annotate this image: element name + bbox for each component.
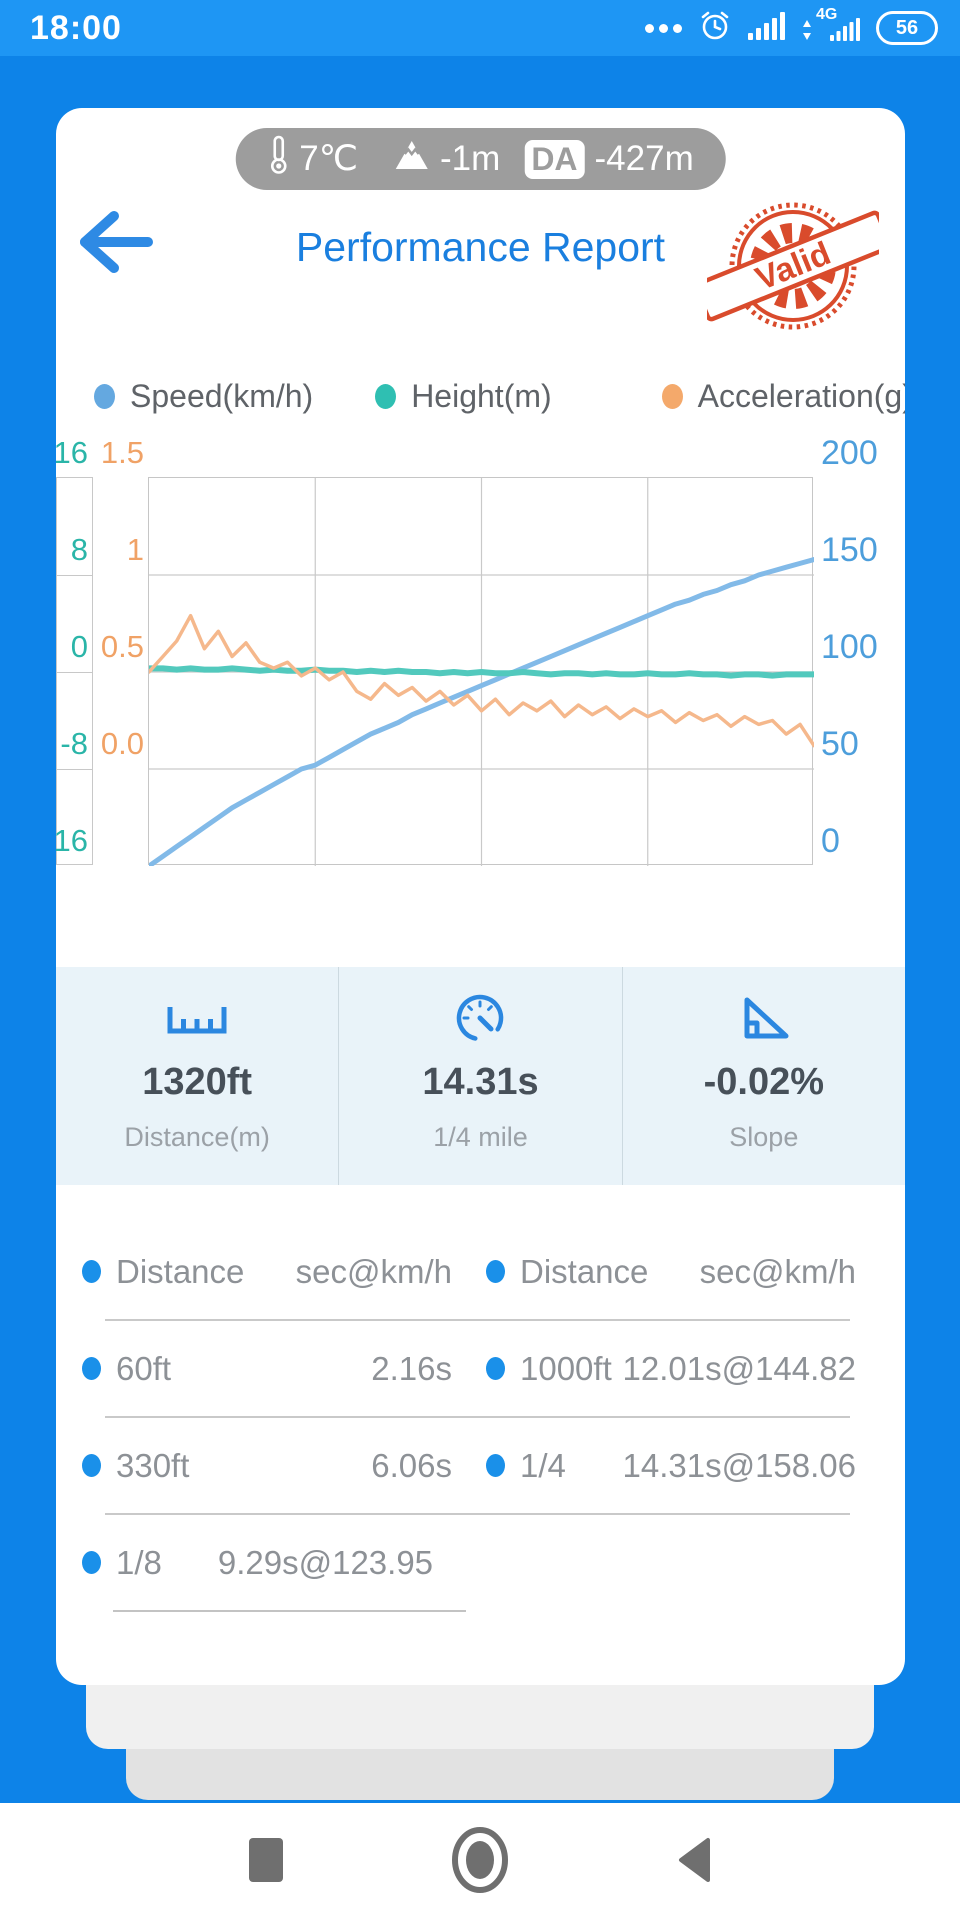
signal-icon (748, 11, 786, 45)
legend-item-height[interactable]: Height(m) (375, 378, 552, 415)
quarter-mile-label: 1/4 mile (433, 1122, 528, 1152)
slope-value: -0.02% (703, 1061, 825, 1103)
stat-quarter-mile: 14.31s 1/4 mile (338, 967, 621, 1185)
valid-stamp: Valid (693, 192, 893, 344)
table-header-right: Distance sec@km/h (486, 1253, 856, 1291)
navigation-bar (0, 1803, 960, 1920)
stats-row: 1320ft Distance(m) 14.31s 1/4 mile (56, 967, 905, 1185)
recents-button[interactable] (231, 1827, 301, 1897)
back-arrow-icon (76, 210, 158, 278)
ruler-icon (164, 993, 230, 1045)
status-time: 18:00 (30, 8, 122, 47)
table-divider (105, 1416, 850, 1418)
chart-legend: Speed(km/h) Height(m) Acceleration(g) (94, 378, 905, 415)
height-dot-icon (375, 384, 397, 409)
table-divider (105, 1319, 850, 1321)
table-header-left: Distance sec@km/h (82, 1253, 452, 1291)
height-axis-tick: 16 (56, 435, 88, 470)
stat-slope: -0.02% Slope (621, 967, 905, 1185)
table-cell-quarter: 1/4 14.31s@158.06 (486, 1447, 856, 1485)
mountain-icon (394, 138, 430, 181)
table-cell-eighth: 1/8 9.29s@123.95 (82, 1544, 452, 1582)
bullet-icon (486, 1260, 505, 1283)
splits-table: Distance sec@km/h Distance sec@km/h 60ft… (82, 1224, 880, 1612)
slope-icon (736, 993, 792, 1045)
acceleration-dot-icon (661, 384, 683, 409)
table-divider (113, 1610, 466, 1612)
bullet-icon (82, 1454, 101, 1477)
distance-label: Distance(m) (124, 1122, 270, 1152)
plot-area (148, 477, 814, 866)
accel-axis-tick: 0.5 (100, 629, 144, 664)
back-nav-button[interactable] (659, 1827, 729, 1897)
notification-dots-icon (645, 23, 682, 33)
height-axis-tick: 8 (70, 532, 88, 567)
status-bar: 18:00 4G (0, 0, 960, 56)
table-cell-1000ft: 1000ft 12.01s@144.82 (486, 1350, 856, 1388)
legend-label-acceleration: Acceleration(g) (697, 378, 905, 414)
height-axis-tick: -8 (60, 726, 88, 761)
stat-distance: 1320ft Distance(m) (56, 967, 338, 1185)
page-title: Performance Report (295, 224, 666, 270)
mobile-data-icon: 4G (802, 6, 860, 48)
distance-value: 1320ft (142, 1061, 253, 1103)
accel-axis-tick: 1.5 (100, 435, 144, 470)
speed-axis-tick: 150 (821, 531, 878, 569)
density-altitude-badge: DA (524, 139, 585, 179)
quarter-mile-value: 14.31s (422, 1061, 539, 1103)
temperature-value: 7℃ (299, 139, 359, 178)
alarm-icon (698, 9, 732, 48)
height-axis-tick: -16 (56, 823, 88, 858)
legend-label-height: Height(m) (411, 378, 552, 414)
report-card: 7℃ -1m DA -427m Performance Report (56, 108, 905, 1685)
environment-pill: 7℃ -1m DA -427m (235, 128, 726, 190)
bullet-icon (82, 1260, 101, 1283)
bullet-icon (82, 1357, 101, 1380)
battery-icon: 56 (876, 11, 938, 45)
legend-label-speed: Speed(km/h) (130, 378, 314, 414)
table-cell-60ft: 60ft 2.16s (82, 1350, 452, 1388)
accel-axis-tick: 1 (126, 532, 144, 567)
speed-dot-icon (94, 384, 115, 409)
height-axis-strip (56, 477, 93, 865)
legend-item-speed[interactable]: Speed(km/h) (94, 378, 313, 415)
accel-axis-tick: 0.0 (100, 726, 144, 761)
bullet-icon (486, 1454, 505, 1477)
slope-label: Slope (729, 1122, 799, 1152)
thermometer-icon (267, 134, 289, 185)
performance-chart: 16 8 0 -8 -16 1.5 1 0.5 0.0 200 150 100 … (56, 435, 905, 910)
table-row: 1/8 9.29s@123.95 (82, 1515, 880, 1610)
table-cell-330ft: 330ft 6.06s (82, 1447, 452, 1485)
bullet-icon (486, 1357, 505, 1380)
legend-item-acceleration[interactable]: Acceleration(g) (661, 378, 905, 415)
speed-axis-tick: 50 (821, 725, 859, 763)
speed-axis-tick: 0 (821, 822, 840, 860)
back-triangle-icon (677, 1836, 711, 1887)
recents-square-icon (248, 1837, 284, 1886)
home-button[interactable] (445, 1827, 515, 1897)
table-row: 330ft 6.06s 1/4 14.31s@158.06 (82, 1418, 880, 1513)
back-button[interactable] (72, 208, 162, 278)
home-circle-icon (449, 1825, 511, 1898)
table-divider (105, 1513, 850, 1515)
speed-axis-tick: 200 (821, 434, 878, 472)
speed-axis-tick: 100 (821, 628, 878, 666)
density-altitude-value: -427m (594, 139, 694, 178)
height-axis-tick: 0 (70, 629, 88, 664)
altitude-value: -1m (440, 139, 501, 178)
speedometer-icon (452, 993, 508, 1045)
bullet-icon (82, 1551, 101, 1574)
table-header-row: Distance sec@km/h Distance sec@km/h (82, 1224, 880, 1319)
table-row: 60ft 2.16s 1000ft 12.01s@144.82 (82, 1321, 880, 1416)
status-icons: 4G 56 (645, 6, 960, 48)
